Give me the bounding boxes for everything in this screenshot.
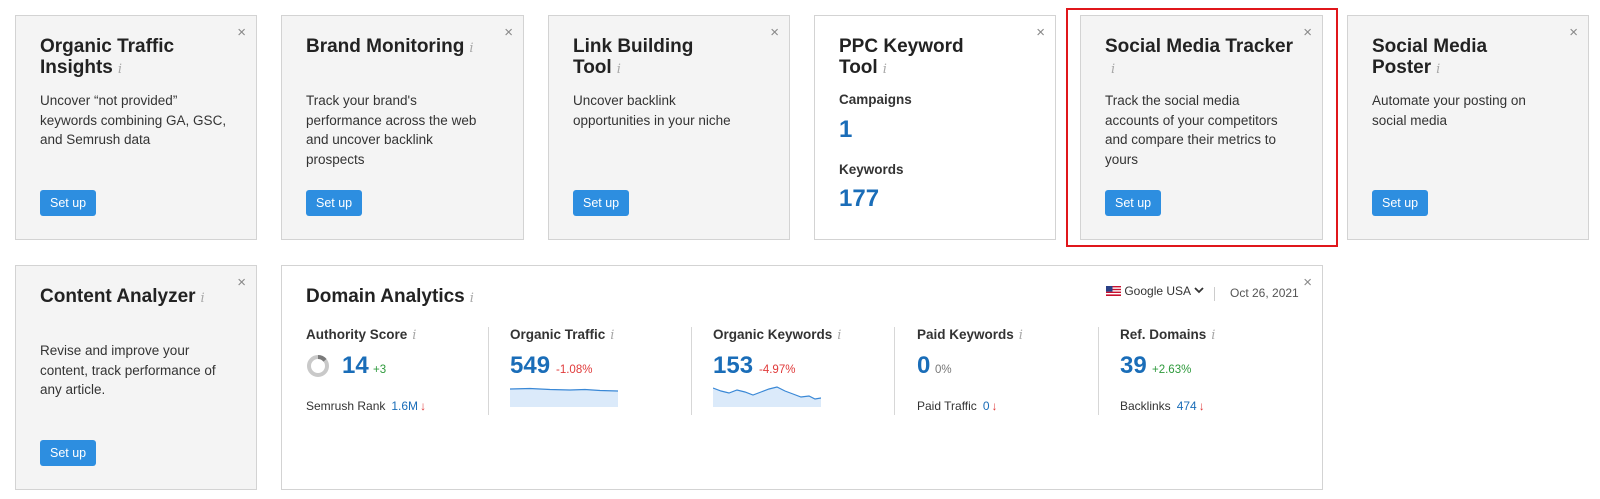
metric-value[interactable]: 14 <box>342 352 369 379</box>
close-icon[interactable]: × <box>1569 24 1578 41</box>
metric-sub: Paid Traffic 0 ↓ <box>917 399 998 413</box>
sub-label: Semrush Rank <box>306 399 386 413</box>
close-icon[interactable]: × <box>237 274 246 291</box>
sub-value[interactable]: 0 <box>982 399 990 413</box>
metric-change: +3 <box>373 364 387 376</box>
card-title: Brand Monitoring i <box>306 36 474 57</box>
ppc-keyword-tool-card: × PPC Keyword Tool i Campaigns 1 Keywords… <box>814 15 1056 240</box>
metric-label: Organic Keywords <box>713 327 833 342</box>
chevron-down-icon <box>1194 287 1204 294</box>
link-building-tool-card: × Link Building Tool i Uncover backlink o… <box>548 15 790 240</box>
metric-organic-traffic: Organic Traffic i 549 -1.08% <box>510 318 680 418</box>
info-icon[interactable]: i <box>837 328 842 343</box>
card-title: Content Analyzer i <box>40 286 205 307</box>
info-icon[interactable]: i <box>1436 62 1441 77</box>
metric-organic-keywords: Organic Keywords i 153 -4.97% <box>713 318 883 418</box>
metric-authority-score: Authority Score i 14 +3 Semrush Rank 1.6M ↓ <box>306 318 476 418</box>
set-up-button[interactable]: Set up <box>1105 190 1162 216</box>
close-icon[interactable]: × <box>1303 274 1312 291</box>
card-title: Domain Analytics i <box>306 286 474 307</box>
info-icon[interactable]: i <box>1018 328 1023 343</box>
info-icon[interactable]: i <box>200 291 205 306</box>
metric-label: Authority Score <box>306 327 408 342</box>
set-up-button[interactable]: Set up <box>40 440 97 466</box>
campaigns-value[interactable]: 1 <box>839 116 853 143</box>
metric-value[interactable]: 0 <box>917 352 931 379</box>
metric-sub: Semrush Rank 1.6M ↓ <box>306 399 426 413</box>
highlight-box <box>1066 8 1338 247</box>
card-description: Uncover “not provided” keywords combinin… <box>40 93 227 147</box>
set-up-button[interactable]: Set up <box>40 190 97 216</box>
metric-sub: Backlinks 474 ↓ <box>1120 399 1205 413</box>
metric-change: -1.08% <box>556 364 593 376</box>
card-description: Revise and improve your content, track p… <box>40 343 216 397</box>
arrow-down-icon: ↓ <box>420 399 427 413</box>
card-title: PPC Keyword Tool i <box>839 36 964 78</box>
sub-label: Paid Traffic <box>917 399 977 413</box>
domain-analytics-card: × Domain Analytics i Google USA Oct 26, 2… <box>281 265 1323 490</box>
content-analyzer-card: × Content Analyzer i Revise and improve y… <box>15 265 257 490</box>
header-divider <box>1214 287 1215 301</box>
metric-divider <box>894 327 895 415</box>
info-icon[interactable]: i <box>117 62 123 77</box>
keywords-value[interactable]: 177 <box>839 185 880 212</box>
info-icon[interactable]: i <box>1111 62 1116 77</box>
card-description: Uncover backlink opportunities in your n… <box>573 93 731 128</box>
metric-divider <box>1098 327 1099 415</box>
set-up-button[interactable]: Set up <box>573 190 630 216</box>
info-icon[interactable]: i <box>1211 328 1216 343</box>
card-title: Social Media Tracker i <box>1105 36 1293 77</box>
arrow-down-icon: ↓ <box>1198 399 1205 413</box>
metric-label: Paid Keywords <box>917 327 1014 342</box>
close-icon[interactable]: × <box>1036 24 1045 41</box>
organic-keywords-sparkline[interactable] <box>713 385 821 407</box>
social-media-poster-card: × Social Media Poster i Automate your pos… <box>1347 15 1589 240</box>
info-icon[interactable]: i <box>882 62 887 77</box>
card-title: Social Media Poster i <box>1372 36 1488 78</box>
card-description: Track your brand's performance across th… <box>306 93 477 167</box>
metric-label: Ref. Domains <box>1120 327 1207 342</box>
set-up-button[interactable]: Set up <box>306 190 363 216</box>
info-icon[interactable]: i <box>610 328 615 343</box>
metric-value[interactable]: 39 <box>1120 352 1147 379</box>
info-icon[interactable]: i <box>412 328 417 343</box>
sub-label: Backlinks <box>1120 399 1171 413</box>
close-icon[interactable]: × <box>504 24 513 41</box>
keywords-label: Keywords <box>839 162 904 177</box>
card-description: Automate your posting on social media <box>1372 93 1526 128</box>
metric-change: 0% <box>935 364 952 376</box>
card-title: Organic Traffic Insights i <box>40 36 175 78</box>
brand-monitoring-card: × Brand Monitoring i Track your brand's p… <box>281 15 524 240</box>
sub-value[interactable]: 1.6M <box>391 399 419 413</box>
close-icon[interactable]: × <box>237 24 246 41</box>
authority-ring-icon <box>307 355 329 377</box>
database-label: Google USA <box>1124 284 1191 298</box>
metric-value[interactable]: 549 <box>510 352 551 379</box>
metric-paid-keywords: Paid Keywords i 0 0% Paid Traffic 0 ↓ <box>917 318 1087 418</box>
set-up-button[interactable]: Set up <box>1372 190 1429 216</box>
card-description: Track the social media accounts of your … <box>1105 93 1278 167</box>
sub-value[interactable]: 474 <box>1176 399 1197 413</box>
social-media-tracker-card: × Social Media Tracker i Track the socia… <box>1080 15 1323 240</box>
database-selector[interactable]: Google USA <box>1106 284 1204 298</box>
metric-value[interactable]: 153 <box>713 352 754 379</box>
metric-divider <box>691 327 692 415</box>
metric-change: +2.63% <box>1152 364 1192 376</box>
close-icon[interactable]: × <box>1303 24 1312 41</box>
info-icon[interactable]: i <box>616 62 621 77</box>
close-icon[interactable]: × <box>770 24 779 41</box>
metric-divider <box>488 327 489 415</box>
metric-ref-domains: Ref. Domains i 39 +2.63% Backlinks 474 ↓ <box>1120 318 1300 418</box>
organic-traffic-insights-card: × Organic Traffic Insights i Uncover “not… <box>15 15 257 240</box>
card-title: Link Building Tool i <box>573 36 694 78</box>
campaigns-label: Campaigns <box>839 92 912 107</box>
info-icon[interactable]: i <box>469 41 474 56</box>
info-icon[interactable]: i <box>469 291 474 306</box>
organic-traffic-sparkline[interactable] <box>510 385 618 407</box>
metric-label: Organic Traffic <box>510 327 606 342</box>
report-date: Oct 26, 2021 <box>1230 286 1299 300</box>
us-flag-icon <box>1106 286 1121 296</box>
arrow-down-icon: ↓ <box>991 399 998 413</box>
metric-change: -4.97% <box>759 364 796 376</box>
